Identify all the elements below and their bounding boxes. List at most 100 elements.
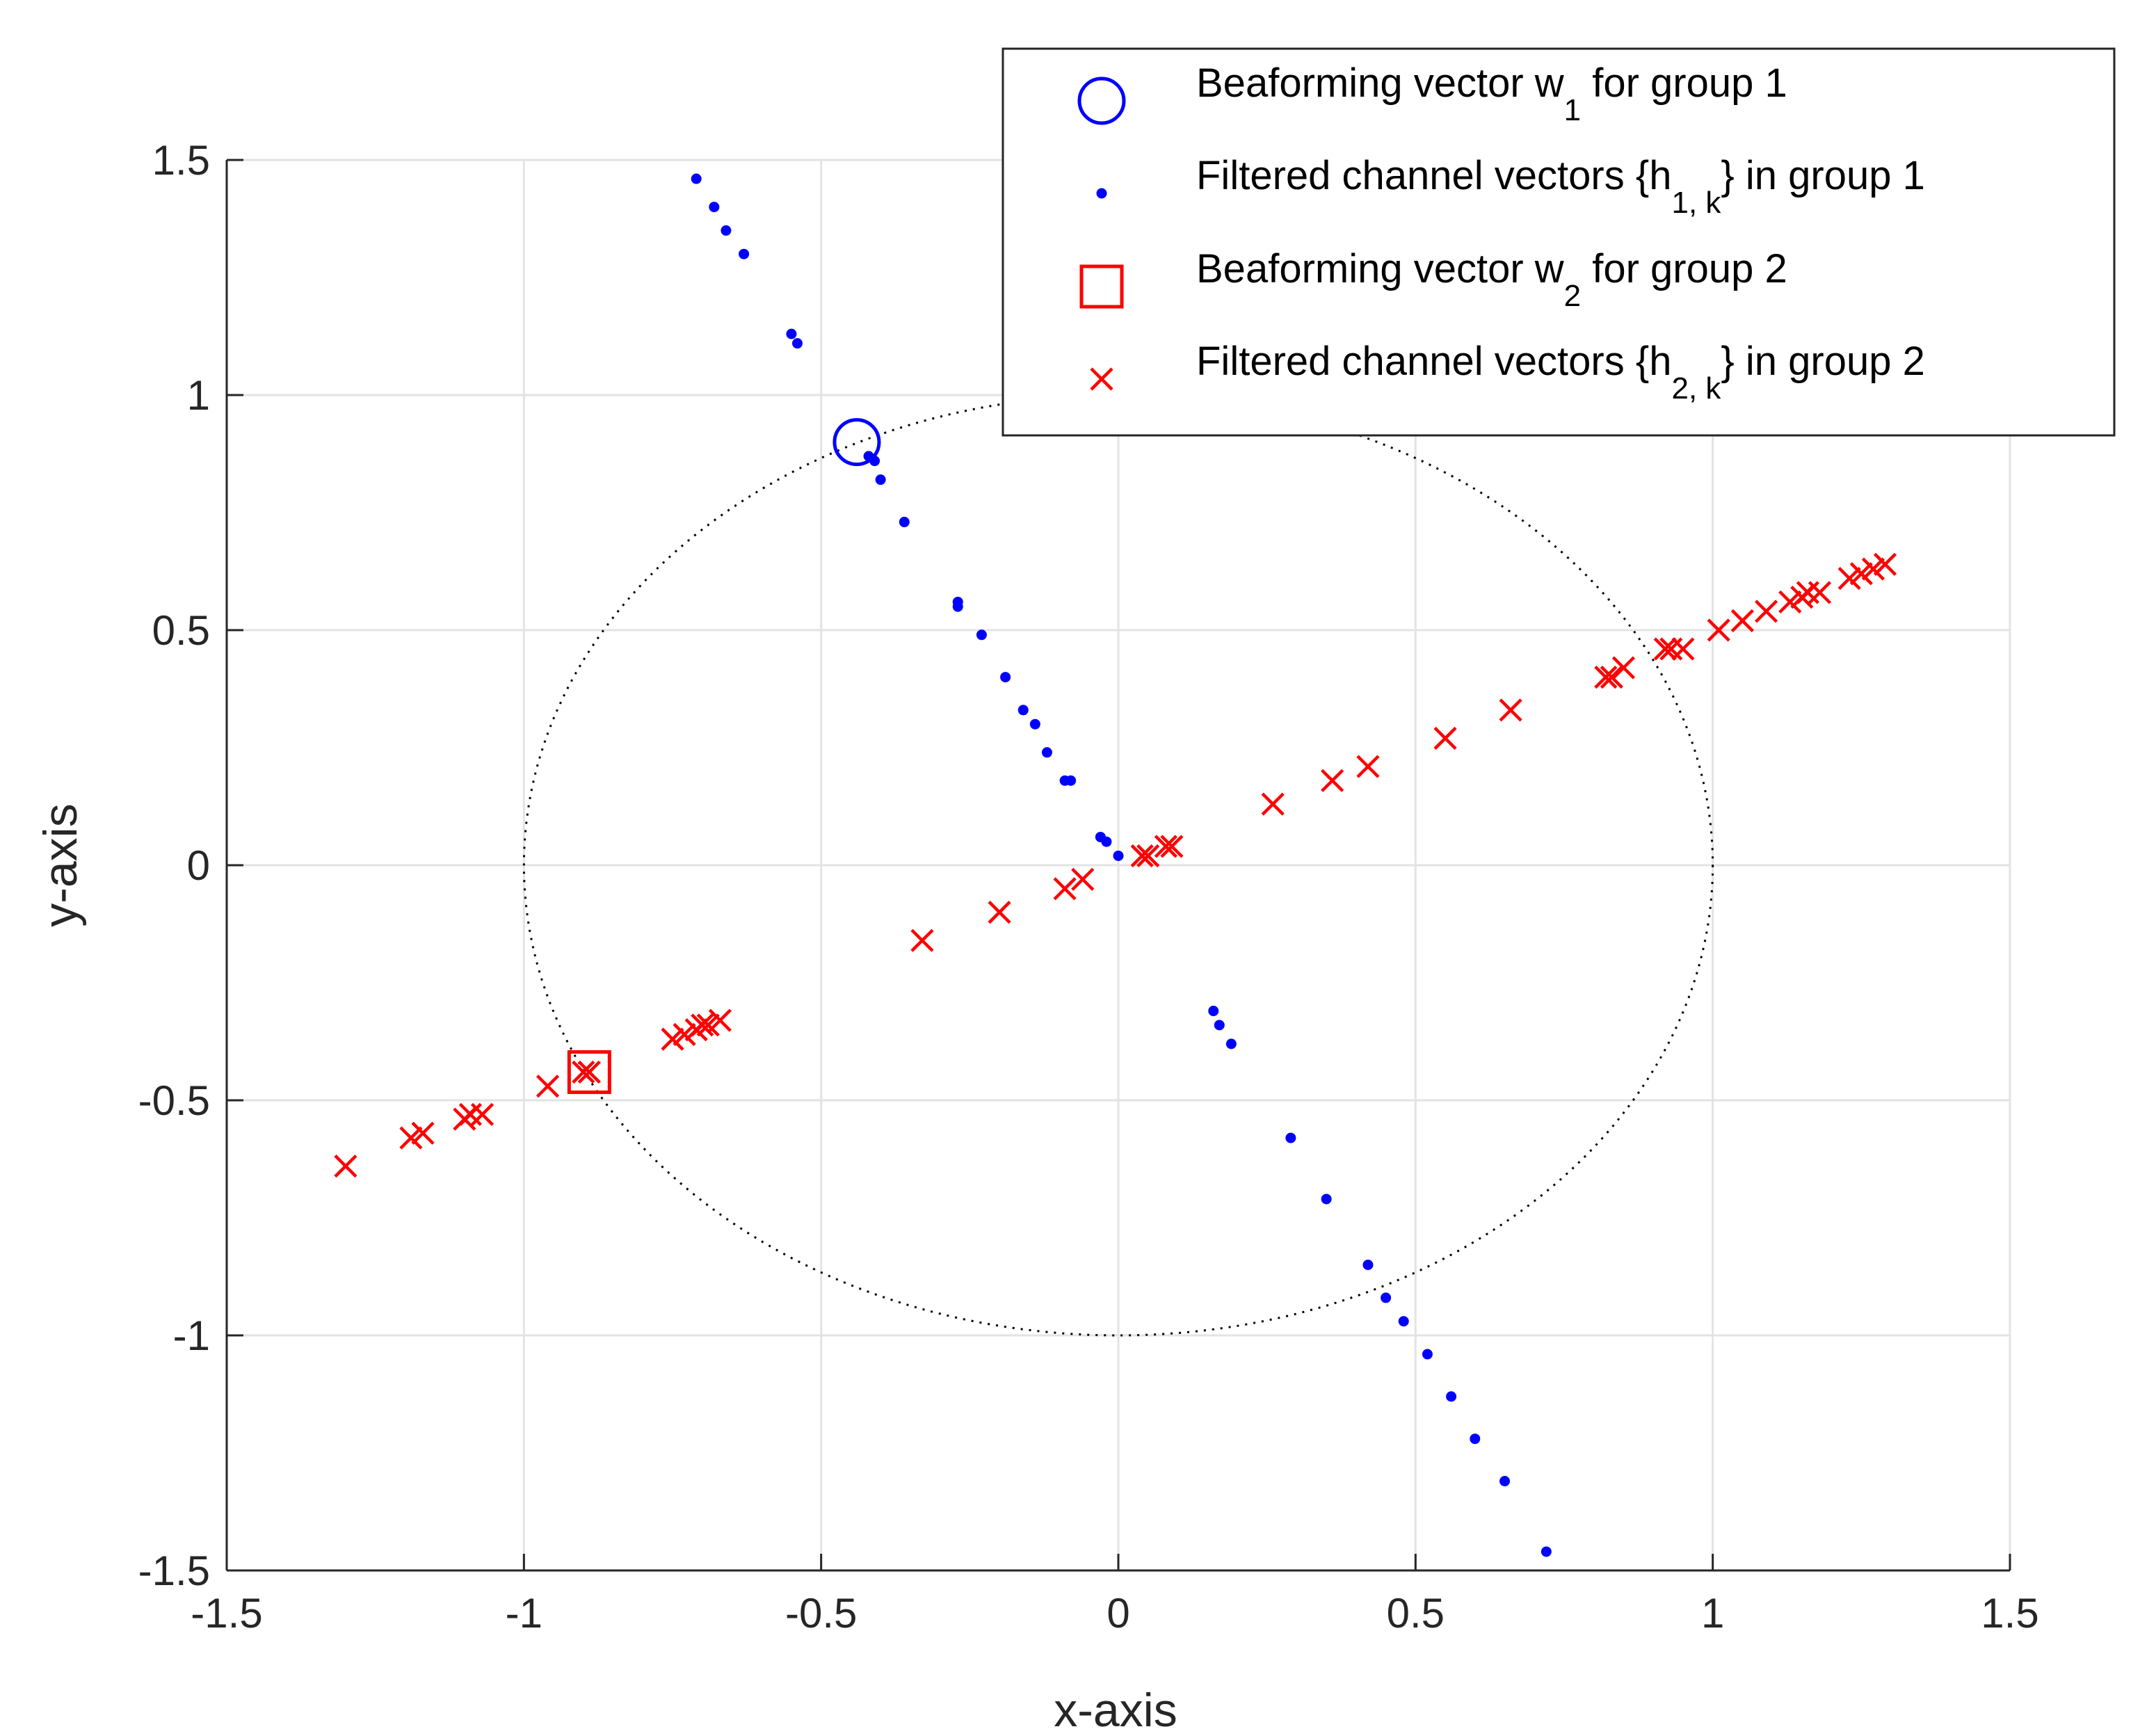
- x-marker-stroke: [1754, 600, 1778, 623]
- x-marker-stroke: [1499, 698, 1522, 722]
- series-4: [334, 552, 1897, 1178]
- y-tick-label: 0: [187, 842, 210, 889]
- h1-dot-point: [976, 629, 987, 641]
- h1-dot-point: [739, 248, 750, 259]
- h1-dot-point: [1362, 1260, 1374, 1271]
- x-marker-stroke: [1090, 367, 1113, 391]
- h2-x-point: [1730, 609, 1754, 633]
- h2-x-point: [1808, 581, 1832, 604]
- legend-entry-4: Filtered channel vectors {h2, k} in grou…: [1090, 339, 1925, 405]
- legend-entry-1: Beaforming vector w1 for group 1: [1077, 61, 1787, 127]
- x-marker-stroke: [691, 1013, 714, 1037]
- h1-dot-point: [1029, 718, 1040, 730]
- x-marker-stroke: [1261, 792, 1285, 816]
- x-tick-label: -1.5: [191, 1590, 262, 1637]
- series-1: [832, 418, 881, 467]
- data-series: [334, 173, 1897, 1557]
- h2-x-point: [334, 1155, 357, 1178]
- y-tick-label: -0.5: [138, 1077, 210, 1124]
- h1-dot-point: [1470, 1433, 1481, 1445]
- x-marker-stroke: [910, 929, 934, 952]
- h2-x-point: [673, 1022, 696, 1046]
- h1-dot-point: [1225, 1038, 1237, 1050]
- x-marker-stroke: [1778, 590, 1802, 614]
- h1-dot-point: [691, 173, 702, 184]
- x-marker-stroke: [1154, 835, 1177, 858]
- w2-square-marker: [567, 1050, 611, 1094]
- h1-dot-point: [1017, 705, 1029, 716]
- legend-label-main: Beaforming vector w: [1196, 61, 1565, 106]
- h2-x-point: [1160, 835, 1184, 858]
- h1-dot-point: [1000, 672, 1011, 683]
- h1-dot-point: [1065, 775, 1077, 786]
- x-marker-stroke: [1160, 835, 1184, 858]
- x-marker-stroke: [1837, 567, 1861, 590]
- legend-label-subscript: 2, k: [1671, 371, 1721, 405]
- h2-x-point: [1356, 755, 1380, 778]
- h2-x-point: [1837, 567, 1861, 590]
- w1-circle-marker: [832, 418, 881, 467]
- x-marker-stroke: [1808, 581, 1832, 604]
- legend-w2-square-marker: [1079, 264, 1124, 309]
- h2-x-point: [910, 929, 934, 952]
- x-tick-label: -0.5: [785, 1590, 857, 1637]
- x-marker-stroke: [673, 1022, 696, 1046]
- x-marker-stroke: [1600, 666, 1623, 689]
- h1-dot-point: [1422, 1349, 1433, 1360]
- x-marker-stroke: [1433, 726, 1457, 750]
- legend-label-subscript: 2: [1564, 279, 1581, 313]
- x-marker-stroke: [1611, 656, 1636, 680]
- h1-dot-point: [1041, 747, 1052, 758]
- x-marker-stroke: [1730, 609, 1754, 633]
- x-marker-stroke: [661, 1027, 684, 1051]
- x-marker-stroke: [399, 1126, 423, 1150]
- legend-entry-2: Filtered channel vectors {h1, k} in grou…: [1096, 153, 1925, 220]
- h2-x-point: [572, 1060, 595, 1084]
- h1-dot-point: [1285, 1132, 1296, 1143]
- h2-x-point: [1053, 877, 1077, 901]
- legend: Beaforming vector w1 for group 1 Filtered…: [1001, 47, 2116, 437]
- h2-x-point: [1071, 867, 1095, 891]
- h1-dot-point: [875, 474, 886, 485]
- legend-label-rest: for group 1: [1581, 61, 1787, 106]
- x-marker-stroke: [1861, 557, 1885, 581]
- h1-dot-point: [899, 517, 910, 528]
- h2-x-point: [1433, 726, 1457, 750]
- legend-label: Beaforming vector w2 for group 2: [1196, 246, 1787, 313]
- x-marker-stroke: [1136, 844, 1160, 868]
- h2-x-point: [1849, 562, 1873, 586]
- x-marker-stroke: [1321, 769, 1344, 792]
- h2-x-point: [1671, 637, 1695, 661]
- h1-dot-point: [709, 202, 720, 213]
- x-tick-label: 0: [1107, 1590, 1129, 1637]
- axes: [225, 159, 2011, 1572]
- x-tick-label: 0.5: [1387, 1590, 1445, 1637]
- x-marker-stroke: [988, 901, 1011, 924]
- h1-dot-point: [1214, 1020, 1225, 1031]
- legend-label-subscript: 1: [1564, 93, 1581, 127]
- x-marker-stroke: [411, 1121, 435, 1145]
- h2-x-point: [536, 1075, 560, 1098]
- legend-h1-dot-point: [1096, 188, 1107, 199]
- h1-dot-point: [1321, 1194, 1332, 1205]
- legend-label-subscript: 1, k: [1671, 186, 1721, 220]
- y-tick-label: -1.5: [138, 1548, 210, 1594]
- h1-dot-point: [721, 225, 732, 236]
- h1-dot-point: [786, 328, 797, 339]
- legend-w1-circle-marker: [1077, 77, 1126, 125]
- h1-dot-point: [1381, 1292, 1392, 1303]
- x-marker-stroke: [708, 1008, 732, 1032]
- h2-x-point: [1754, 600, 1778, 623]
- y-tick-label: 1: [187, 372, 210, 419]
- h1-dot-point: [1499, 1476, 1511, 1487]
- x-marker-stroke: [1356, 755, 1380, 778]
- x-marker-stroke: [536, 1075, 560, 1098]
- y-tick-label: 0.5: [152, 607, 210, 654]
- h2-x-point: [1873, 552, 1897, 576]
- x-axis-label: x-axis: [1054, 1684, 1177, 1736]
- x-marker-stroke: [1130, 844, 1154, 868]
- h2-x-point: [661, 1027, 684, 1051]
- legend-label: Filtered channel vectors {h2, k} in grou…: [1196, 339, 1925, 405]
- y-tick-label: 1.5: [152, 137, 210, 184]
- x-marker-stroke: [1671, 637, 1695, 661]
